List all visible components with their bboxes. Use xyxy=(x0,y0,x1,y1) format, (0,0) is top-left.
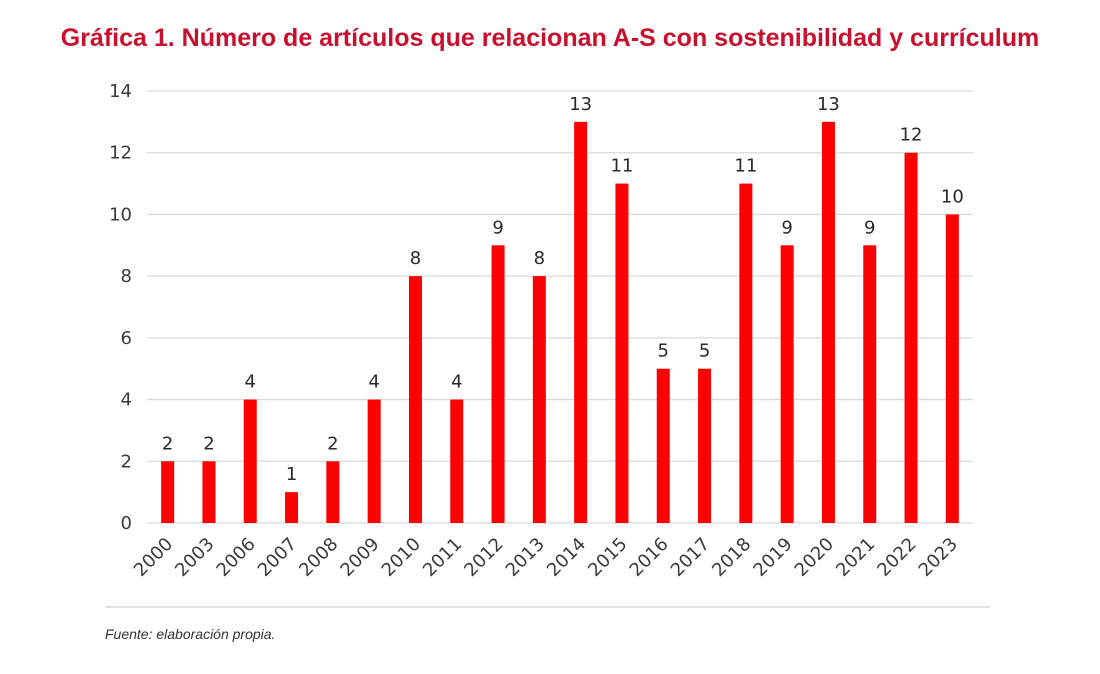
x-tick-label-2018: 2018 xyxy=(708,534,755,581)
x-tick-label-2021: 2021 xyxy=(832,534,879,581)
bar-2022 xyxy=(904,152,918,523)
y-tick-label: 10 xyxy=(109,204,132,225)
bar-2020 xyxy=(821,121,835,523)
data-label-2008: 2 xyxy=(327,433,338,454)
x-tick-label-2000: 2000 xyxy=(130,534,177,581)
x-tick-label-2017: 2017 xyxy=(667,534,714,581)
data-label-2022: 12 xyxy=(900,125,923,146)
data-label-2007: 1 xyxy=(286,464,297,485)
data-label-2019: 9 xyxy=(781,217,792,238)
x-tick-label-2010: 2010 xyxy=(378,534,425,581)
x-tick-label-2011: 2011 xyxy=(419,534,466,581)
x-tick-label-2019: 2019 xyxy=(749,534,796,581)
x-tick-label-2007: 2007 xyxy=(254,534,301,581)
data-label-2014: 13 xyxy=(569,94,592,115)
data-label-2003: 2 xyxy=(203,433,214,454)
data-label-2009: 4 xyxy=(368,372,379,393)
data-label-2006: 4 xyxy=(245,372,256,393)
data-label-2020: 13 xyxy=(817,94,840,115)
x-tick-label-2012: 2012 xyxy=(460,534,507,581)
x-tick-label-2013: 2013 xyxy=(502,534,549,581)
x-tick-label-2003: 2003 xyxy=(171,534,218,581)
x-tick-label-2023: 2023 xyxy=(915,534,962,581)
x-tick-label-2014: 2014 xyxy=(543,534,590,581)
bars xyxy=(161,121,959,524)
bar-2009 xyxy=(367,399,381,523)
data-label-2013: 8 xyxy=(534,248,545,269)
source-note: Fuente: elaboración propia. xyxy=(105,626,276,642)
data-label-2021: 9 xyxy=(864,217,875,238)
chart-title: Gráfica 1. Número de artículos que relac… xyxy=(60,24,1040,52)
x-tick-label-2022: 2022 xyxy=(873,534,920,581)
x-tick-label-2015: 2015 xyxy=(584,534,631,581)
data-label-2016: 5 xyxy=(658,341,669,362)
data-label-2023: 10 xyxy=(941,186,964,207)
y-tick-label: 12 xyxy=(109,143,132,164)
data-label-2015: 11 xyxy=(610,156,633,177)
bar-2007 xyxy=(285,492,299,523)
x-tick-label-2009: 2009 xyxy=(336,534,383,581)
x-tick-label-2006: 2006 xyxy=(213,534,260,581)
x-tick-label-2020: 2020 xyxy=(791,534,838,581)
bar-2003 xyxy=(202,461,216,523)
bar-2018 xyxy=(739,183,753,524)
bar-2017 xyxy=(698,368,712,523)
y-axis-ticks: 0 2 4 6 8 10 12 14 xyxy=(109,81,132,534)
y-tick-label: 14 xyxy=(109,81,132,102)
y-tick-label: 6 xyxy=(121,328,132,349)
x-tick-label-2008: 2008 xyxy=(295,534,342,581)
bar-2006 xyxy=(243,399,257,523)
data-label-2010: 8 xyxy=(410,248,421,269)
data-label-2012: 9 xyxy=(492,217,503,238)
bar-2011 xyxy=(450,399,464,523)
y-tick-label: 8 xyxy=(121,266,132,287)
x-tick-label-2016: 2016 xyxy=(626,534,673,581)
data-label-2017: 5 xyxy=(699,341,710,362)
y-tick-label: 2 xyxy=(121,451,132,472)
bar-2015 xyxy=(615,183,629,524)
bar-2008 xyxy=(326,461,340,523)
bar-2021 xyxy=(863,245,877,524)
gridlines xyxy=(147,90,973,524)
bar-2013 xyxy=(532,276,546,523)
bar-2016 xyxy=(656,368,670,523)
data-label-2000: 2 xyxy=(162,433,173,454)
bar-2012 xyxy=(491,245,505,524)
bar-2014 xyxy=(574,121,588,523)
bar-2000 xyxy=(161,461,175,523)
bar-2023 xyxy=(945,214,959,523)
bar-2019 xyxy=(780,245,794,524)
data-label-2018: 11 xyxy=(734,156,757,177)
data-label-2011: 4 xyxy=(451,372,462,393)
y-tick-label: 4 xyxy=(121,390,132,411)
y-tick-label: 0 xyxy=(121,513,132,534)
bar-2010 xyxy=(408,276,422,523)
x-axis-ticks: 2000200320062007200820092010201120122013… xyxy=(130,534,962,581)
